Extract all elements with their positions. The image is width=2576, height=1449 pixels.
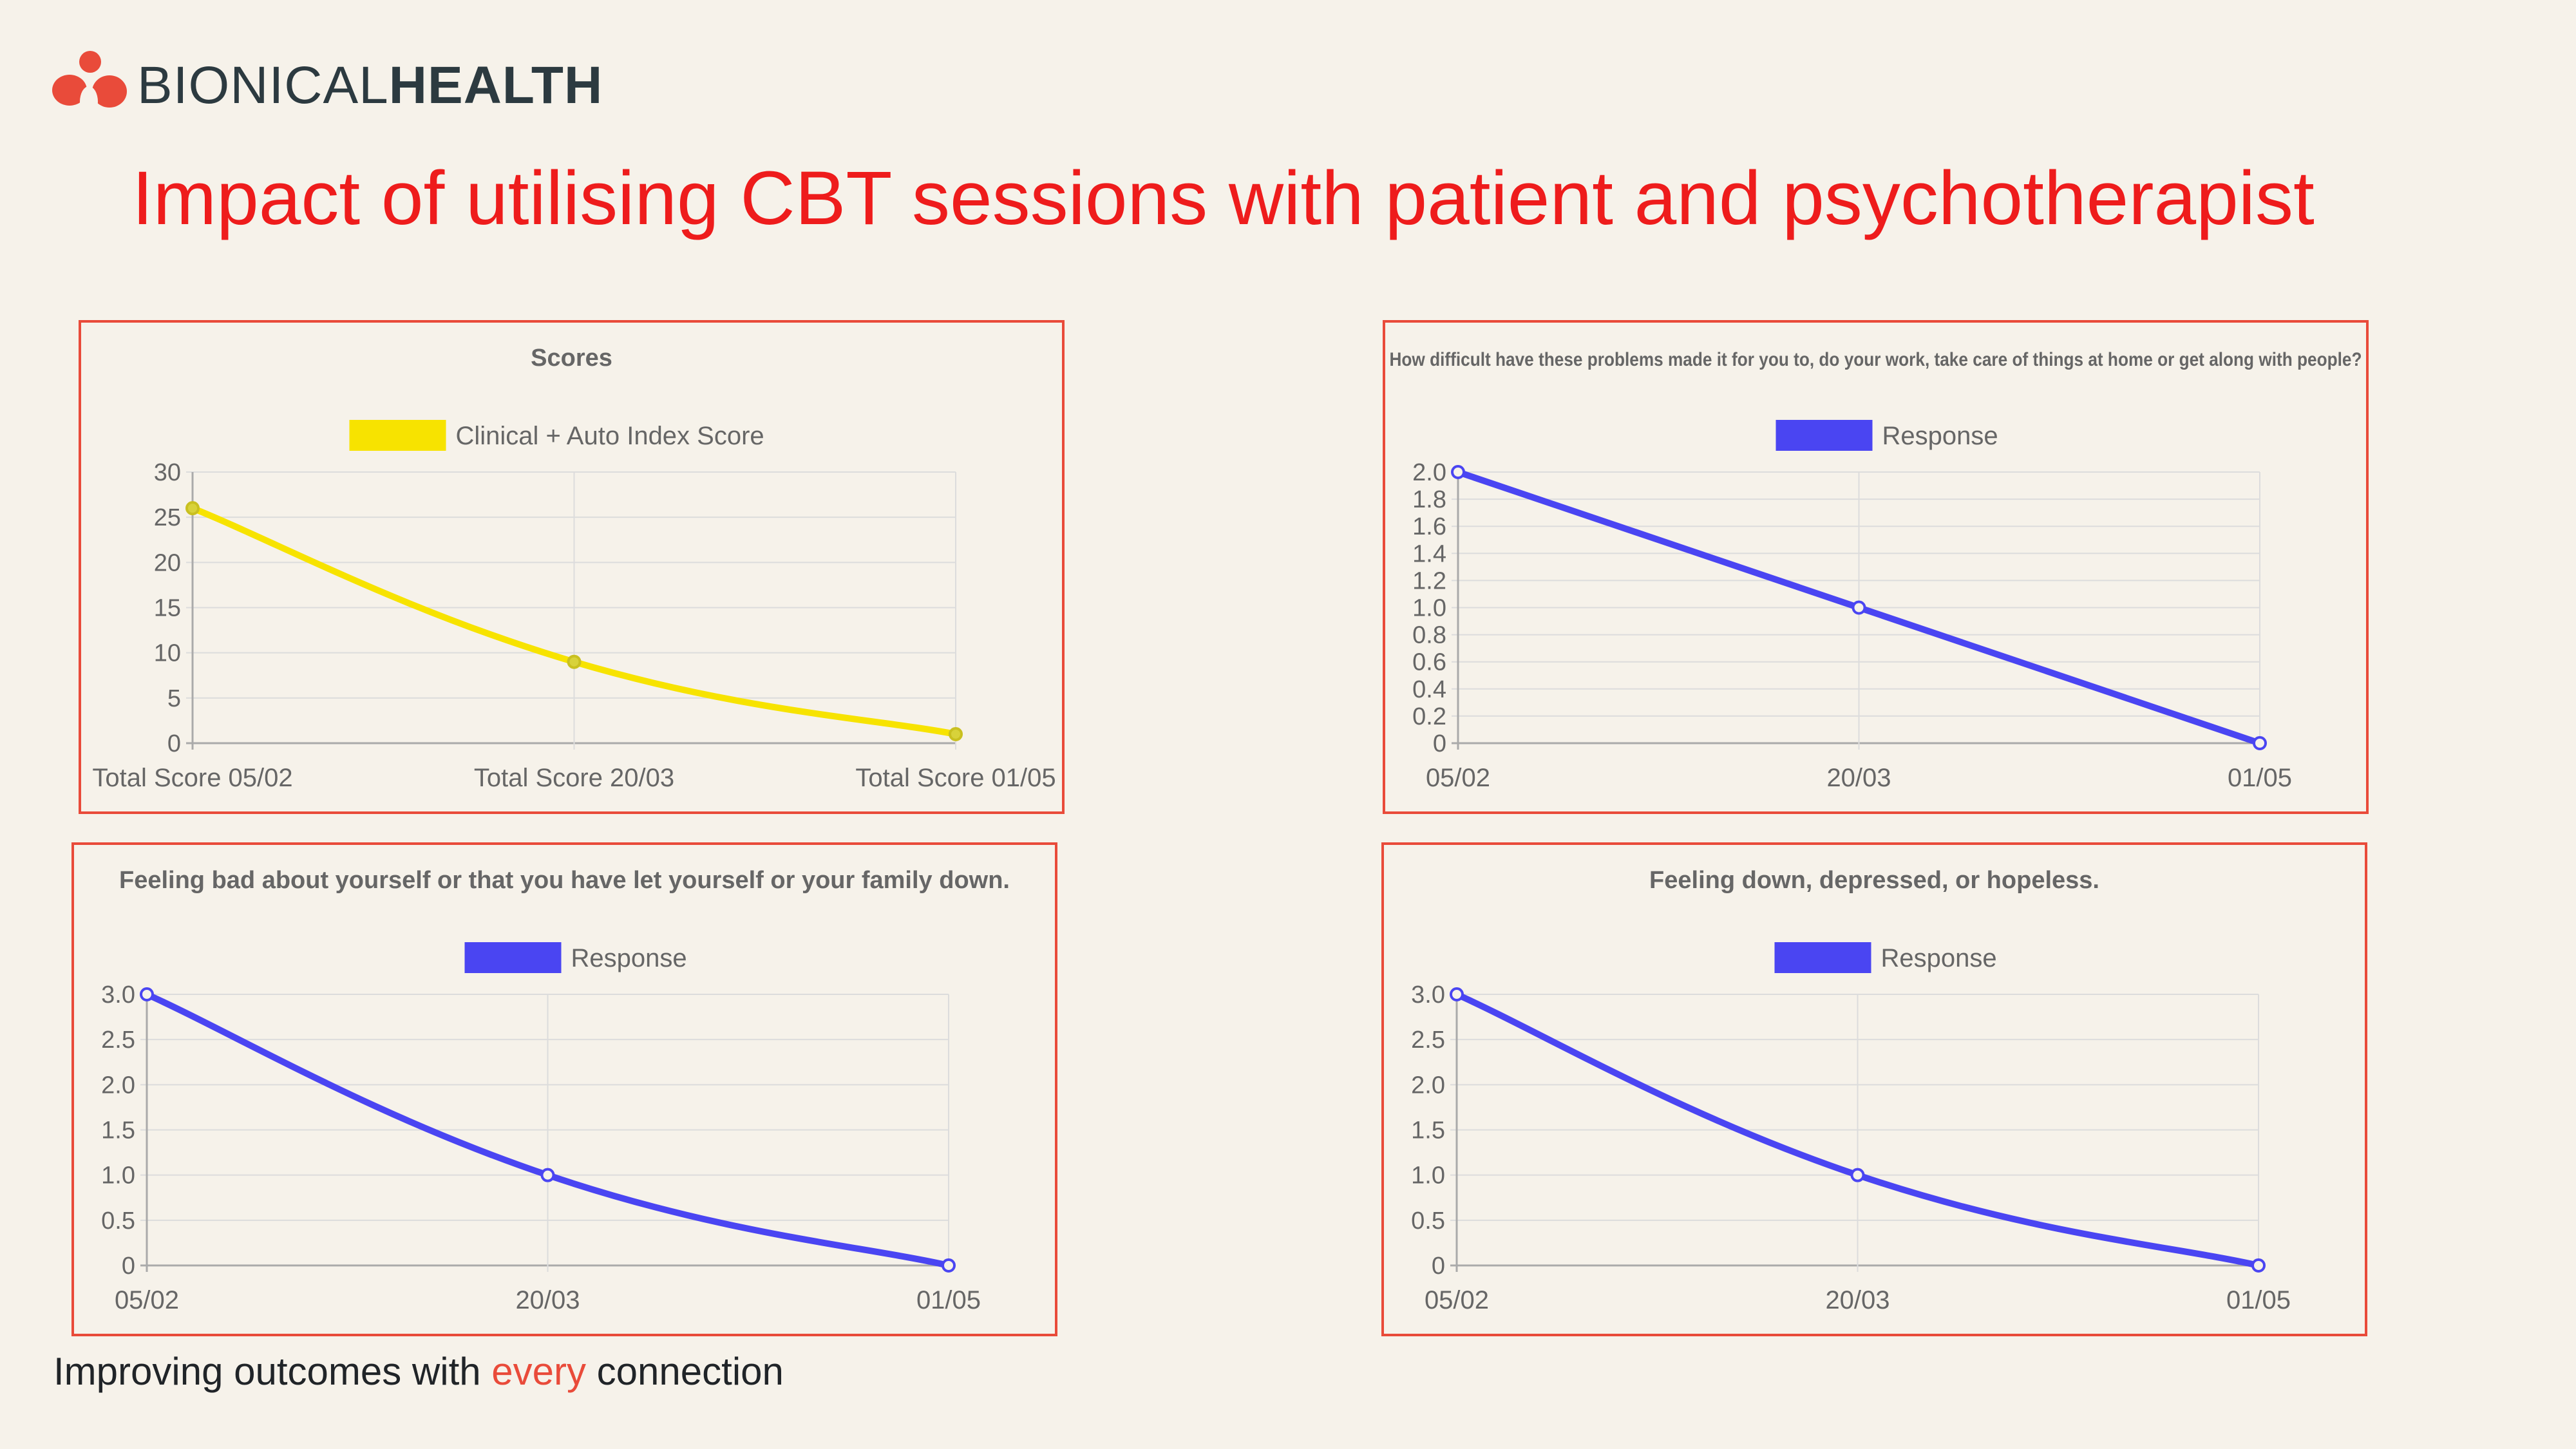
data-point xyxy=(2251,1258,2266,1273)
y-tick-label: 3.0 xyxy=(1411,981,1445,1009)
legend-label: Response xyxy=(1882,422,1998,450)
y-tick-label: 2.0 xyxy=(1411,1072,1445,1099)
data-point xyxy=(942,1258,956,1273)
bionical-logo-icon xyxy=(52,51,127,117)
tagline-accent: every xyxy=(491,1350,586,1393)
chart-panel-scores: Scores Clinical + Auto Index Score 0 5 10 15 2… xyxy=(79,320,1065,814)
chart-panel-feeling-down: Feeling down, depressed, or hopeless. Res… xyxy=(1381,842,2367,1336)
y-tick-label: 1.2 xyxy=(1412,567,1446,594)
y-tick-label: 1.0 xyxy=(101,1162,135,1189)
x-tick-label: 20/03 xyxy=(1825,1286,1889,1314)
x-tick-label: Total Score 01/05 xyxy=(855,764,1056,792)
data-point xyxy=(1450,987,1464,1001)
brand-name-light: BIONICAL xyxy=(137,56,389,115)
y-tick-label: 0.4 xyxy=(1412,676,1446,703)
x-tick-label: Total Score 20/03 xyxy=(474,764,674,792)
chart-feeling-bad: Feeling bad about yourself or that you h… xyxy=(101,867,1010,1314)
x-tick-label: 20/03 xyxy=(515,1286,580,1314)
y-tick-label: 1.6 xyxy=(1412,513,1446,540)
y-tick-label: 15 xyxy=(154,595,181,622)
y-tick-label: 0 xyxy=(1433,730,1446,757)
chart-title: How difficult have these problems made i… xyxy=(1390,349,2362,370)
data-point xyxy=(567,654,582,669)
x-tick-label: 05/02 xyxy=(1426,764,1490,792)
tagline: Improving outcomes with every connection xyxy=(53,1349,784,1394)
tagline-suffix: connection xyxy=(586,1350,784,1393)
legend-swatch xyxy=(1774,942,1871,973)
y-tick-label: 2.0 xyxy=(1412,459,1446,486)
y-tick-label: 10 xyxy=(154,640,181,667)
y-tick-label: 0.6 xyxy=(1412,649,1446,676)
legend-swatch xyxy=(349,420,446,451)
chart-difficulty: How difficult have these problems made i… xyxy=(1390,349,2362,792)
y-tick-label: 20 xyxy=(154,549,181,576)
legend-swatch xyxy=(1776,420,1873,451)
x-tick-label: Total Score 05/02 xyxy=(92,764,292,792)
data-point xyxy=(949,726,963,741)
x-tick-label: 20/03 xyxy=(1826,764,1891,792)
data-point xyxy=(540,1168,555,1182)
y-tick-label: 2.5 xyxy=(1411,1027,1445,1054)
y-tick-label: 1.5 xyxy=(101,1117,135,1144)
y-tick-label: 1.4 xyxy=(1412,540,1446,567)
legend-label: Response xyxy=(1881,944,1997,972)
chart-title: Feeling bad about yourself or that you h… xyxy=(119,867,1010,894)
chart-scores: Scores Clinical + Auto Index Score 0 5 10 15 2… xyxy=(92,345,1056,792)
page-title: Impact of utilising CBT sessions with pa… xyxy=(132,156,2315,241)
y-tick-label: 5 xyxy=(167,685,181,712)
x-tick-label: 01/05 xyxy=(2226,1286,2291,1314)
y-tick-label: 0.5 xyxy=(1411,1208,1445,1235)
y-tick-label: 0.5 xyxy=(101,1208,135,1235)
brand-wordmark: BIONICALHEALTH xyxy=(137,55,603,116)
chart-panel-difficulty: How difficult have these problems made i… xyxy=(1383,320,2369,814)
chart-title: Scores xyxy=(531,345,612,372)
y-tick-label: 3.0 xyxy=(101,981,135,1009)
y-tick-label: 1.5 xyxy=(1411,1117,1445,1144)
y-tick-label: 0 xyxy=(1432,1253,1445,1280)
legend-swatch xyxy=(464,942,562,973)
data-point xyxy=(1852,600,1866,615)
x-tick-label: 01/05 xyxy=(916,1286,981,1314)
data-point xyxy=(140,987,154,1001)
chart-feeling-down: Feeling down, depressed, or hopeless. Res… xyxy=(1411,867,2291,1314)
chart-title: Feeling down, depressed, or hopeless. xyxy=(1649,867,2099,894)
data-point xyxy=(185,501,200,516)
y-tick-label: 0.8 xyxy=(1412,622,1446,649)
y-tick-label: 1.0 xyxy=(1411,1162,1445,1189)
chart-panel-feeling-bad: Feeling bad about yourself or that you h… xyxy=(71,842,1057,1336)
data-point xyxy=(1850,1168,1865,1182)
y-tick-label: 30 xyxy=(154,459,181,486)
x-tick-label: 05/02 xyxy=(115,1286,179,1314)
brand-logo: BIONICALHEALTH xyxy=(50,50,603,121)
y-tick-label: 1.0 xyxy=(1412,595,1446,622)
y-tick-label: 0.2 xyxy=(1412,703,1446,730)
y-tick-label: 0 xyxy=(122,1253,135,1280)
y-tick-label: 2.5 xyxy=(101,1027,135,1054)
data-point xyxy=(1451,465,1465,479)
x-tick-label: 05/02 xyxy=(1425,1286,1489,1314)
data-point xyxy=(2253,736,2267,750)
y-tick-label: 25 xyxy=(154,504,181,531)
legend-label: Clinical + Auto Index Score xyxy=(456,422,764,450)
legend-label: Response xyxy=(571,944,687,972)
y-tick-label: 1.8 xyxy=(1412,486,1446,513)
brand-name-bold: HEALTH xyxy=(388,56,603,115)
tagline-prefix: Improving outcomes with xyxy=(53,1350,492,1393)
y-tick-label: 0 xyxy=(167,730,181,757)
y-tick-label: 2.0 xyxy=(101,1072,135,1099)
x-tick-label: 01/05 xyxy=(2228,764,2292,792)
